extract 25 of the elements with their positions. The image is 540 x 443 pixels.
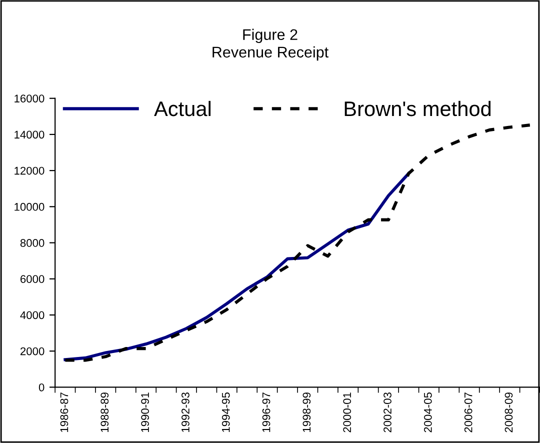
x-tick-label: 1990-91 [141,392,149,432]
y-tick-label: 0 [38,383,44,392]
y-tick-label: 14000 [14,130,44,139]
x-tick-label: 1986-87 [60,392,68,432]
y-tick-label: 6000 [20,275,44,284]
y-tick-label: 4000 [20,311,44,320]
x-tick-label: 2002-03 [384,392,392,432]
y-tick-label: 12000 [14,166,44,175]
x-tick-label: 2006-07 [464,392,472,432]
x-tick-label: 1988-89 [100,392,109,432]
x-tick-label: 1994-95 [222,392,230,432]
y-tick-label: 10000 [14,202,44,211]
x-tick-label: 2004-05 [424,392,432,432]
line-series [64,124,532,362]
x-tick-label: 1992-93 [182,392,190,432]
x-tick-label: 1998-99 [302,392,311,432]
y-tick-label: 16000 [14,94,44,102]
chart-title: Figure 2 Revenue Receipt [212,28,328,61]
y-tick-label: 2000 [20,347,44,356]
legend-label: Actual [154,100,211,116]
x-tick-label: 1996-97 [262,392,270,432]
legend-label: Brown's method [344,100,491,116]
y-tick-label: 8000 [20,239,44,247]
x-tick-label: 2008-09 [504,392,513,432]
x-tick-label: 2000-01 [343,392,352,432]
